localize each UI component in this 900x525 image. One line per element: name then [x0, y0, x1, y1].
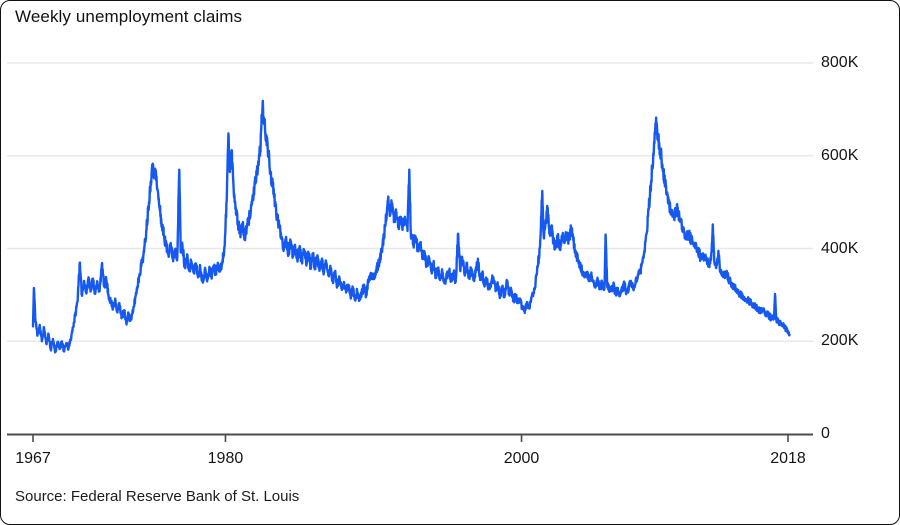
claims-line	[31, 99, 791, 354]
y-axis-label: 800K	[821, 54, 859, 71]
y-axis-label: 600K	[821, 146, 859, 164]
y-axis-label: 0	[821, 425, 830, 442]
x-axis	[7, 433, 813, 442]
y-axis-label: 200K	[821, 332, 859, 350]
x-axis-label: 2018	[770, 450, 806, 467]
x-axis-label: 1980	[207, 450, 244, 467]
y-axis-label: 400K	[821, 239, 859, 257]
gridlines	[7, 62, 813, 342]
x-axis-label: 2000	[503, 450, 540, 467]
chart-title: Weekly unemployment claims	[15, 7, 243, 26]
source-note: Source: Federal Reserve Bank of St. Loui…	[15, 488, 300, 505]
x-axis-label: 1967	[15, 450, 51, 467]
series-line	[31, 99, 791, 354]
